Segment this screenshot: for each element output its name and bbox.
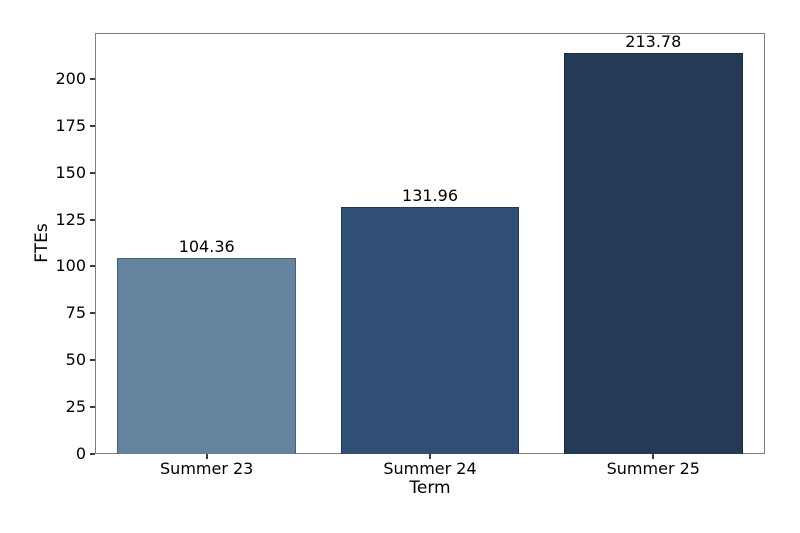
y-tick-mark — [90, 218, 95, 221]
y-tick-mark — [90, 265, 95, 268]
x-tick-label: Summer 23 — [160, 459, 254, 478]
bar — [340, 206, 520, 454]
x-tick-label: Summer 25 — [606, 459, 700, 478]
y-tick-mark — [90, 171, 95, 174]
y-tick-label: 75 — [65, 303, 86, 323]
bar-value-label: 104.36 — [178, 237, 235, 257]
x-axis-label: Term — [409, 478, 451, 498]
x-tick-label: Summer 24 — [383, 459, 477, 478]
y-tick-label: 50 — [65, 350, 86, 370]
y-tick-label: 25 — [65, 397, 86, 417]
y-tick-label: 125 — [55, 209, 86, 229]
bar — [117, 258, 296, 454]
x-tick-mark — [429, 454, 431, 459]
bar — [564, 53, 743, 454]
y-tick-label: 175 — [55, 115, 86, 135]
y-tick-label: 0 — [75, 444, 86, 463]
y-tick-mark — [90, 124, 95, 127]
y-tick-mark — [90, 359, 95, 362]
y-tick-label: 150 — [55, 162, 86, 182]
bar-value-label: 131.96 — [402, 185, 458, 205]
y-tick-label: 100 — [55, 256, 86, 276]
x-tick-mark — [205, 454, 208, 459]
y-tick-mark — [90, 406, 95, 409]
y-tick-mark — [90, 312, 95, 315]
y-tick-label: 200 — [55, 68, 86, 88]
bar-value-label: 213.78 — [625, 32, 682, 51]
y-tick-mark — [90, 453, 95, 455]
x-tick-mark — [652, 454, 655, 459]
y-tick-mark — [90, 77, 95, 80]
